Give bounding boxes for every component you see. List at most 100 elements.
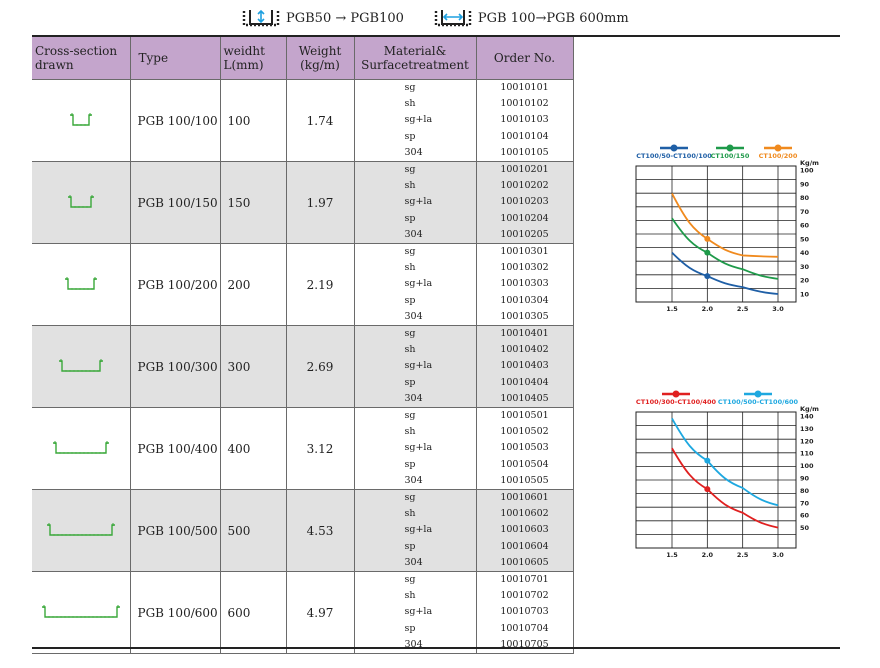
order-number: 10010403	[500, 360, 549, 372]
material-value: sp	[404, 294, 416, 306]
material-value: 304	[404, 556, 423, 568]
order-number: 10010201	[500, 164, 549, 176]
material-value: sg+la	[404, 524, 433, 536]
col-header-width: weidht L(mm)	[220, 37, 287, 80]
order-number: 10010304	[500, 294, 549, 306]
y-tick-label: 110	[800, 450, 814, 458]
material-cell: sg sh sg+la sp 304	[354, 161, 477, 244]
chart-legend: CT100/300-CT100/400 CT100/500-CT100/600	[636, 390, 799, 406]
width-cell: 150	[220, 161, 287, 244]
y-tick-label: 130	[800, 425, 814, 433]
top-rule	[32, 35, 840, 37]
order-number: 10010301	[500, 246, 549, 258]
width-cell: 600	[220, 571, 287, 654]
cross-section-cell	[32, 571, 131, 654]
material-value: 304	[404, 310, 423, 322]
order-number: 10010203	[500, 196, 549, 208]
header-group-2-label: PGB 100→PGB 600mm	[477, 10, 629, 26]
y-tick-label: 80	[800, 194, 810, 202]
order-number: 10010102	[500, 98, 549, 110]
col-header-type: Type	[130, 37, 221, 80]
y-tick-label: 70	[800, 208, 810, 216]
x-tick-label: 1.5	[666, 551, 678, 559]
y-tick-label: 140	[800, 413, 814, 421]
weight-cell: 2.69	[286, 325, 355, 408]
channel-profile-icon	[69, 113, 92, 126]
material-value: sg	[404, 328, 416, 340]
x-tick-label: 2.0	[702, 305, 714, 313]
type-cell: PGB 100/400	[130, 407, 221, 490]
weight-cell: 1.74	[286, 79, 355, 162]
order-number: 10010105	[500, 146, 549, 158]
material-cell: sg sh sg+la sp 304	[354, 407, 477, 490]
order-number: 10010303	[500, 278, 549, 290]
material-value: sg+la	[404, 606, 433, 618]
material-value: sh	[404, 180, 416, 192]
y-tick-label: 10	[800, 291, 810, 299]
material-value: sg+la	[404, 114, 433, 126]
col-header-order-no: Order No.	[476, 37, 574, 80]
order-number: 10010504	[500, 458, 549, 470]
x-tick-label: 1.5	[666, 305, 678, 313]
vertical-resize-icon	[242, 9, 280, 27]
order-number: 10010302	[500, 262, 549, 274]
material-cell: sg sh sg+la sp 304	[354, 325, 477, 408]
order-number: 10010501	[500, 410, 549, 422]
order-number: 10010601	[500, 492, 549, 504]
material-value: sg	[404, 410, 416, 422]
material-cell: sg sh sg+la sp 304	[354, 243, 477, 326]
y-tick-label: 50	[800, 235, 810, 243]
order-number: 10010604	[500, 540, 549, 552]
table-row: PGB 100/200 200 2.19 sg sh sg+la sp 304 1001…	[32, 243, 574, 326]
legend-swatch-marker	[754, 390, 762, 398]
order-number: 10010702	[500, 590, 549, 602]
series-point	[704, 457, 711, 464]
material-value: sg+la	[404, 360, 433, 372]
order-cell: 10010101 10010102 10010103 10010104 10010105	[476, 79, 574, 162]
order-number: 10010104	[500, 130, 549, 142]
table-row: PGB 100/400 400 3.12 sg sh sg+la sp 304 1001…	[32, 407, 574, 490]
order-number: 10010704	[500, 622, 549, 634]
series-point	[704, 486, 711, 493]
order-cell: 10010201 10010202 10010203 10010204 10010205	[476, 161, 574, 244]
col-header-material: Material& Surfacetreatment	[354, 37, 477, 80]
type-cell: PGB 100/300	[130, 325, 221, 408]
x-tick-label: 2.5	[737, 551, 749, 559]
order-number: 10010404	[500, 376, 549, 388]
y-tick-label: 60	[800, 222, 810, 230]
order-number: 10010402	[500, 344, 549, 356]
legend-label: CT100/500-CT100/600	[718, 398, 799, 406]
legend-swatch-marker	[726, 144, 734, 152]
material-cell: sg sh sg+la sp 304	[354, 79, 477, 162]
material-value: sg	[404, 492, 416, 504]
material-value: sh	[404, 262, 416, 274]
order-number: 10010101	[500, 82, 549, 94]
legend-swatch-marker	[774, 144, 782, 152]
bottom-rule	[32, 647, 840, 649]
table-row: PGB 100/300 300 2.69 sg sh sg+la sp 304 1001…	[32, 325, 574, 408]
order-cell: 10010601 10010602 10010603 10010604 10010605	[476, 489, 574, 572]
type-cell: PGB 100/500	[130, 489, 221, 572]
material-cell: sg sh sg+la sp 304	[354, 489, 477, 572]
order-cell: 10010701 10010702 10010703 10010704 10010705	[476, 571, 574, 654]
y-tick-label: 20	[800, 277, 810, 285]
y-tick-label: 80	[800, 487, 810, 495]
material-value: sg	[404, 246, 416, 258]
material-value: sg+la	[404, 442, 433, 454]
header-strip: PGB50 → PGB100 PGB 100→PGB 600mm	[240, 6, 629, 30]
order-number: 10010401	[500, 328, 549, 340]
table-header-row: Cross-section drawn Type weidht L(mm) We…	[32, 37, 574, 80]
order-number: 10010705	[500, 638, 549, 650]
order-cell: 10010301 10010302 10010303 10010304 10010305	[476, 243, 574, 326]
y-tick-label: 60	[800, 512, 810, 520]
weight-cell: 1.97	[286, 161, 355, 244]
x-tick-label: 3.0	[772, 305, 784, 313]
spec-table: Cross-section drawn Type weidht L(mm) We…	[32, 37, 574, 654]
weight-cell: 3.12	[286, 407, 355, 490]
series-point	[704, 249, 711, 256]
material-value: sh	[404, 344, 416, 356]
material-value: sh	[404, 98, 416, 110]
table-row: PGB 100/600 600 4.97 sg sh sg+la sp 304 1001…	[32, 571, 574, 654]
material-value: sh	[404, 426, 416, 438]
